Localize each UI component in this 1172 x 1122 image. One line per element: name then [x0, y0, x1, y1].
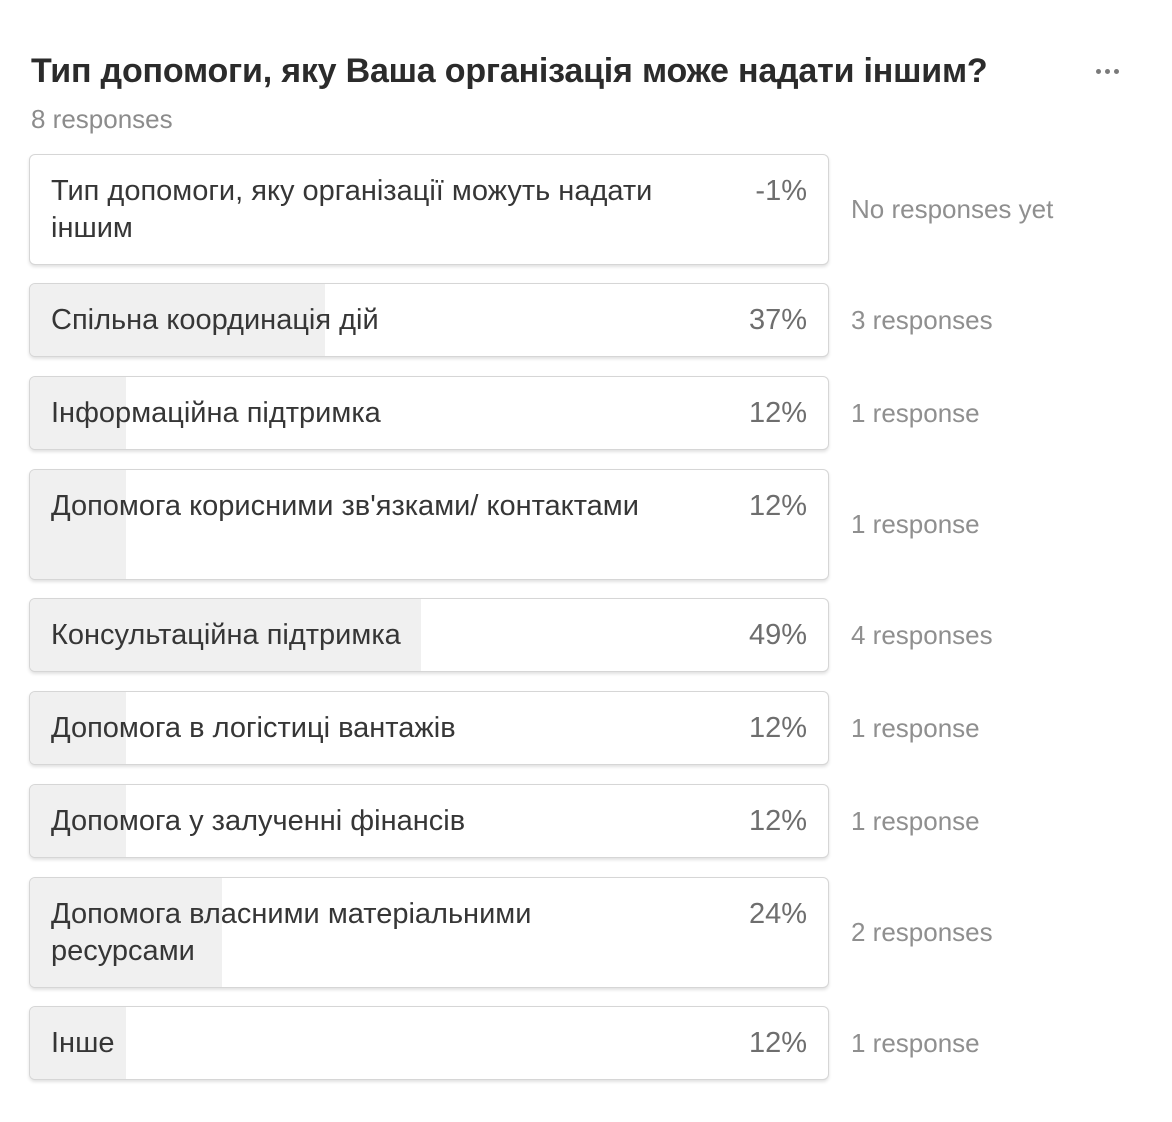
- response-count: 8 responses: [31, 104, 173, 134]
- option-fill: [30, 1007, 126, 1079]
- option-fill: [30, 692, 126, 764]
- question-title: Тип допомоги, яку Ваша організація може …: [31, 52, 988, 90]
- option-response-count: 4 responses: [851, 620, 993, 650]
- option-bar[interactable]: Допомога корисними зв'язками/ контактами…: [29, 469, 829, 580]
- option-fill: [30, 878, 222, 987]
- option-response-count: No responses yet: [851, 194, 1054, 224]
- option-response-count: 3 responses: [851, 305, 993, 335]
- option-bar[interactable]: Допомога в логістиці вантажів 12%: [29, 691, 829, 765]
- option-bar[interactable]: Інформаційна підтримка 12%: [29, 376, 829, 450]
- option-fill: [30, 377, 126, 449]
- option-response-count: 1 response: [851, 398, 980, 428]
- option-label: Допомога власними матеріальними ресурсам…: [51, 898, 532, 967]
- option-bar[interactable]: Інше 12%: [29, 1006, 829, 1080]
- option-label: Тип допомоги, яку організації можуть над…: [51, 175, 653, 244]
- option-fill: [30, 470, 126, 579]
- option-bar[interactable]: Тип допомоги, яку організації можуть над…: [29, 154, 829, 265]
- option-bar[interactable]: Консультаційна підтримка 49%: [29, 598, 829, 672]
- option-label: Допомога корисними зв'язками/ контактами: [51, 490, 639, 522]
- option-label: Спільна координація дій: [51, 304, 379, 336]
- option-response-count: 1 response: [851, 713, 980, 743]
- option-fill: [30, 785, 126, 857]
- option-response-count: 1 response: [851, 806, 980, 836]
- option-label: Консультаційна підтримка: [51, 619, 401, 651]
- option-label: Інше: [51, 1027, 115, 1059]
- option-percent: 12%: [748, 1027, 807, 1059]
- option-percent: 12%: [748, 712, 807, 744]
- option-response-count: 2 responses: [851, 917, 993, 947]
- option-fill: [30, 284, 326, 356]
- option-percent: 24%: [748, 898, 807, 930]
- option-percent: -1%: [755, 175, 807, 207]
- option-response-count: 1 response: [851, 1028, 980, 1058]
- option-label: Допомога в логістиці вантажів: [51, 712, 456, 744]
- option-bar[interactable]: Спільна координація дій 37%: [29, 283, 829, 357]
- more-options-icon[interactable]: [1090, 54, 1124, 88]
- option-percent: 12%: [748, 490, 807, 522]
- option-response-count: 1 response: [851, 509, 980, 539]
- option-bar[interactable]: Допомога у залученні фінансів 12%: [29, 784, 829, 858]
- option-label: Інформаційна підтримка: [51, 397, 381, 429]
- option-percent: 37%: [748, 304, 807, 336]
- option-percent: 12%: [748, 805, 807, 837]
- option-percent: 49%: [748, 619, 807, 651]
- option-bar[interactable]: Допомога власними матеріальними ресурсам…: [29, 877, 829, 988]
- option-percent: 12%: [748, 397, 807, 429]
- option-fill: [30, 599, 422, 671]
- option-label: Допомога у залученні фінансів: [51, 805, 466, 837]
